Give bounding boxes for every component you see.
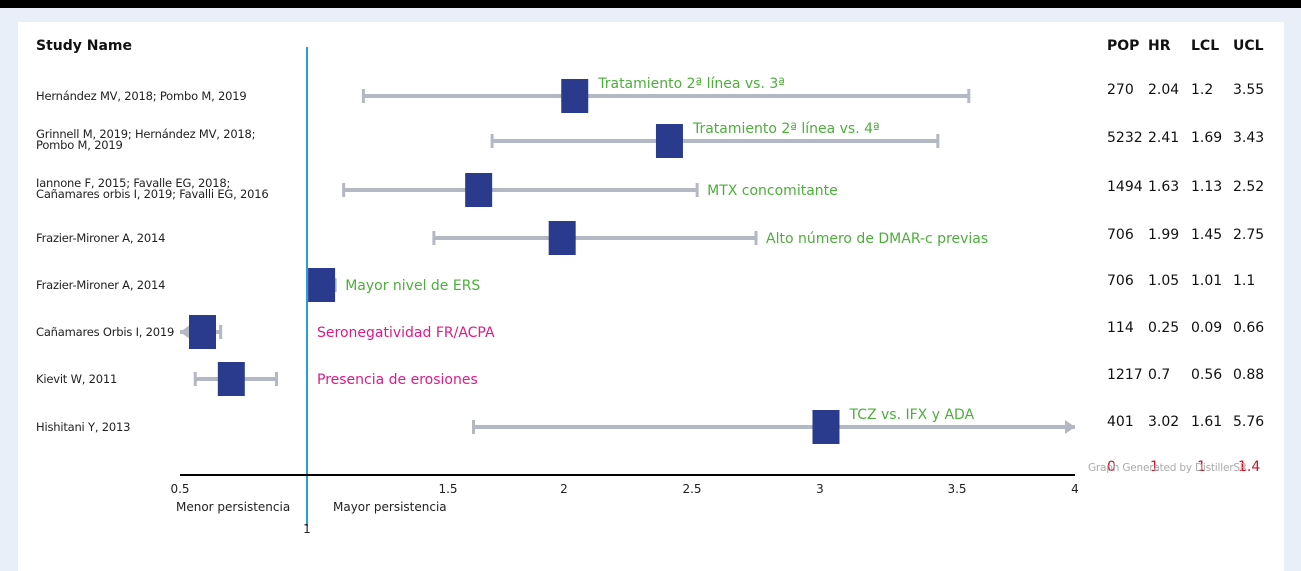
x-tick-label: 3	[816, 482, 824, 496]
x-tick-label: 4	[1071, 482, 1079, 496]
factor-label: Seronegatividad FR/ACPA	[317, 325, 495, 341]
ci-arrow-right	[1065, 420, 1075, 434]
study-name: Hernández MV, 2018; Pombo M, 2019	[36, 89, 247, 103]
header-pop: POP	[1107, 38, 1140, 54]
factor-label: MTX concomitante	[707, 183, 838, 199]
row-pop-value: 114	[1107, 320, 1134, 336]
row-hr-value: 1.63	[1148, 179, 1180, 195]
row-hr-value: 3.02	[1148, 414, 1180, 430]
header-lcl: LCL	[1191, 38, 1220, 54]
hr-marker	[308, 268, 336, 302]
row-pop-value: 1494	[1107, 179, 1143, 195]
study-name: Grinnell M, 2019; Hernández MV, 2018; Po…	[36, 127, 256, 152]
top-bar	[0, 0, 1301, 8]
row-hr-value: 0.7	[1148, 367, 1171, 383]
study-name: Frazier-Mironer A, 2014	[36, 278, 166, 292]
ci-arrow-left	[180, 325, 190, 339]
x-tick-label: 0.5	[170, 482, 189, 496]
study-name: Kievit W, 2011	[36, 372, 118, 386]
factor-label: Alto número de DMAR-c previas	[766, 231, 988, 247]
row-pop-value: 401	[1107, 414, 1134, 430]
row-ucl-value: 1.1	[1233, 273, 1256, 289]
x-tick-label: 2.5	[682, 482, 701, 496]
x-tick-label: 3.5	[947, 482, 966, 496]
x-tick-label: 1.5	[438, 482, 457, 496]
row-lcl-value: 0.56	[1191, 367, 1223, 383]
total-pop: 0	[1107, 459, 1116, 475]
row-pop-value: 5232	[1107, 130, 1143, 146]
x-axis-left-label: Menor persistencia	[176, 500, 290, 514]
row-ucl-value: 5.76	[1233, 414, 1265, 430]
factor-label: TCZ vs. IFX y ADA	[848, 407, 974, 423]
row-lcl-value: 0.09	[1191, 320, 1223, 336]
hr-marker	[217, 362, 245, 396]
total-lcl: 1	[1197, 459, 1206, 475]
hr-marker	[465, 173, 493, 207]
row-hr-value: 0.25	[1148, 320, 1180, 336]
row-ucl-value: 0.66	[1233, 320, 1265, 336]
study-name: Hishitani Y, 2013	[36, 420, 131, 434]
row-pop-value: 706	[1107, 273, 1134, 289]
factor-label: Tratamiento 2ª línea vs. 4ª	[692, 121, 880, 137]
row-lcl-value: 1.13	[1191, 179, 1223, 195]
row-lcl-value: 1.45	[1191, 227, 1223, 243]
chart-panel	[18, 22, 1284, 571]
row-pop-value: 270	[1107, 82, 1134, 98]
row-pop-value: 706	[1107, 227, 1134, 243]
reference-value-label: 1	[303, 522, 311, 536]
hr-marker	[548, 221, 576, 255]
row-ucl-value: 0.88	[1233, 367, 1265, 383]
hr-marker	[561, 79, 589, 113]
total-hr: 1	[1150, 459, 1159, 475]
row-pop-value: 1217	[1107, 367, 1143, 383]
row-ucl-value: 3.55	[1233, 82, 1265, 98]
row-ucl-value: 3.43	[1233, 130, 1265, 146]
study-name: Iannone F, 2015; Favalle EG, 2018; Cañam…	[36, 176, 269, 201]
factor-label: Presencia de erosiones	[317, 372, 478, 388]
x-axis-right-label: Mayor persistencia	[333, 500, 447, 514]
hr-marker	[189, 315, 216, 349]
row-lcl-value: 1.2	[1191, 82, 1214, 98]
row-lcl-value: 1.01	[1191, 273, 1223, 289]
header-hr: HR	[1148, 38, 1171, 54]
row-hr-value: 1.05	[1148, 273, 1180, 289]
total-ucl: 1.4	[1238, 459, 1261, 475]
row-hr-value: 2.41	[1148, 130, 1180, 146]
row-ucl-value: 2.52	[1233, 179, 1265, 195]
row-hr-value: 1.99	[1148, 227, 1180, 243]
row-ucl-value: 2.75	[1233, 227, 1265, 243]
row-lcl-value: 1.69	[1191, 130, 1223, 146]
hr-marker	[812, 410, 840, 444]
generated-by-note: Graph Generated by DistillerSR	[1088, 462, 1247, 474]
header-ucl: UCL	[1233, 38, 1264, 54]
study-name: Frazier-Mironer A, 2014	[36, 231, 166, 245]
header-study-name: Study Name	[36, 38, 133, 54]
row-lcl-value: 1.61	[1191, 414, 1223, 430]
factor-label: Mayor nivel de ERS	[345, 278, 480, 294]
factor-label: Tratamiento 2ª línea vs. 3ª	[597, 76, 785, 92]
study-name: Cañamares Orbis I, 2019	[36, 325, 175, 339]
row-hr-value: 2.04	[1148, 82, 1180, 98]
x-tick-label: 2	[560, 482, 568, 496]
hr-marker	[655, 124, 683, 158]
